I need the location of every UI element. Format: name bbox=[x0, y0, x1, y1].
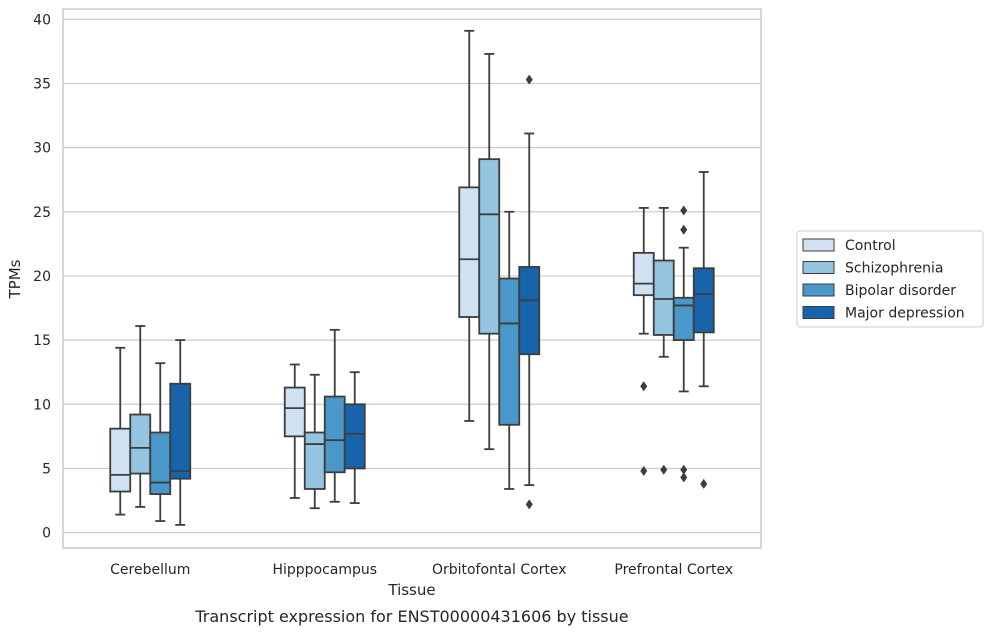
box-body bbox=[632, 251, 655, 297]
x-tick-label-1: Cerebellum bbox=[110, 562, 190, 578]
chart-caption: Transcript expression for ENST0000043160… bbox=[194, 607, 628, 626]
legend-label-3: Bipolar disorder bbox=[845, 283, 956, 299]
box-body bbox=[343, 403, 366, 470]
box-body bbox=[109, 427, 132, 493]
x-axis-ticks: Cerebellum Hipppocampus Orbitofontal Corte… bbox=[110, 562, 733, 578]
y-tick-label-5: 5 bbox=[42, 461, 51, 477]
legend-swatch-3 bbox=[802, 283, 835, 297]
y-tick-label-25: 25 bbox=[33, 205, 51, 221]
x-tick-label-2: Hipppocampus bbox=[272, 562, 377, 578]
x-axis-title: Tissue bbox=[387, 581, 435, 599]
box-body bbox=[692, 267, 715, 334]
box-4-4 bbox=[692, 171, 715, 489]
outlier-point bbox=[525, 499, 533, 510]
plot-frame bbox=[62, 8, 762, 549]
y-tick-label-40: 40 bbox=[33, 12, 51, 28]
outlier-point bbox=[640, 381, 648, 392]
outlier-point bbox=[525, 74, 533, 85]
box-3-2 bbox=[478, 53, 501, 451]
box-body bbox=[478, 158, 501, 335]
legend: Control Schizophrenia Bipolar disorder Majo… bbox=[796, 230, 984, 328]
legend-label-4: Major depression bbox=[845, 306, 965, 322]
legend-swatch-1 bbox=[802, 238, 835, 252]
box-body bbox=[169, 382, 192, 480]
box-3-4 bbox=[518, 74, 541, 510]
legend-label-1: Control bbox=[845, 238, 896, 254]
box-2-1 bbox=[283, 363, 306, 499]
box-body bbox=[518, 266, 541, 356]
x-tick-label-3: Orbitofontal Cortex bbox=[432, 562, 567, 578]
outlier-point bbox=[700, 478, 708, 489]
outlier-point bbox=[680, 224, 688, 235]
legend-swatch-4 bbox=[802, 306, 835, 319]
outlier-point bbox=[640, 466, 648, 476]
legend-swatch-2 bbox=[802, 261, 835, 274]
box-body bbox=[283, 386, 306, 438]
legend-frame bbox=[796, 230, 984, 328]
box-body bbox=[498, 277, 521, 426]
box-4-1 bbox=[632, 207, 655, 476]
y-tick-label-35: 35 bbox=[33, 76, 51, 92]
box-body bbox=[652, 259, 675, 336]
y-axis-title: TPMs bbox=[6, 259, 24, 299]
box-3-1 bbox=[458, 29, 481, 422]
y-tick-label-30: 30 bbox=[33, 141, 51, 157]
box-1-4 bbox=[169, 339, 192, 526]
box-body bbox=[672, 296, 695, 341]
box-body bbox=[129, 413, 152, 475]
outlier-point bbox=[680, 205, 688, 216]
box-body bbox=[458, 186, 481, 318]
box-1-3 bbox=[149, 362, 172, 522]
outlier-point bbox=[660, 464, 668, 475]
box-body bbox=[303, 431, 326, 490]
y-tick-label-10: 10 bbox=[33, 397, 51, 413]
plot-area bbox=[109, 29, 715, 526]
outlier-point bbox=[680, 472, 688, 483]
y-tick-label-15: 15 bbox=[33, 333, 51, 349]
box-body bbox=[323, 395, 346, 474]
y-tick-label-0: 0 bbox=[42, 526, 51, 542]
box-4-2 bbox=[652, 207, 675, 475]
y-axis-ticks: 0 5 10 15 20 25 30 35 40 bbox=[33, 12, 51, 541]
x-tick-label-4: Prefrontal Cortex bbox=[614, 562, 733, 578]
y-tick-label-20: 20 bbox=[33, 269, 51, 285]
box-body bbox=[149, 431, 172, 495]
box-2-4 bbox=[343, 371, 366, 504]
legend-label-2: Schizophrenia bbox=[845, 261, 943, 277]
outlier-point bbox=[680, 464, 688, 475]
